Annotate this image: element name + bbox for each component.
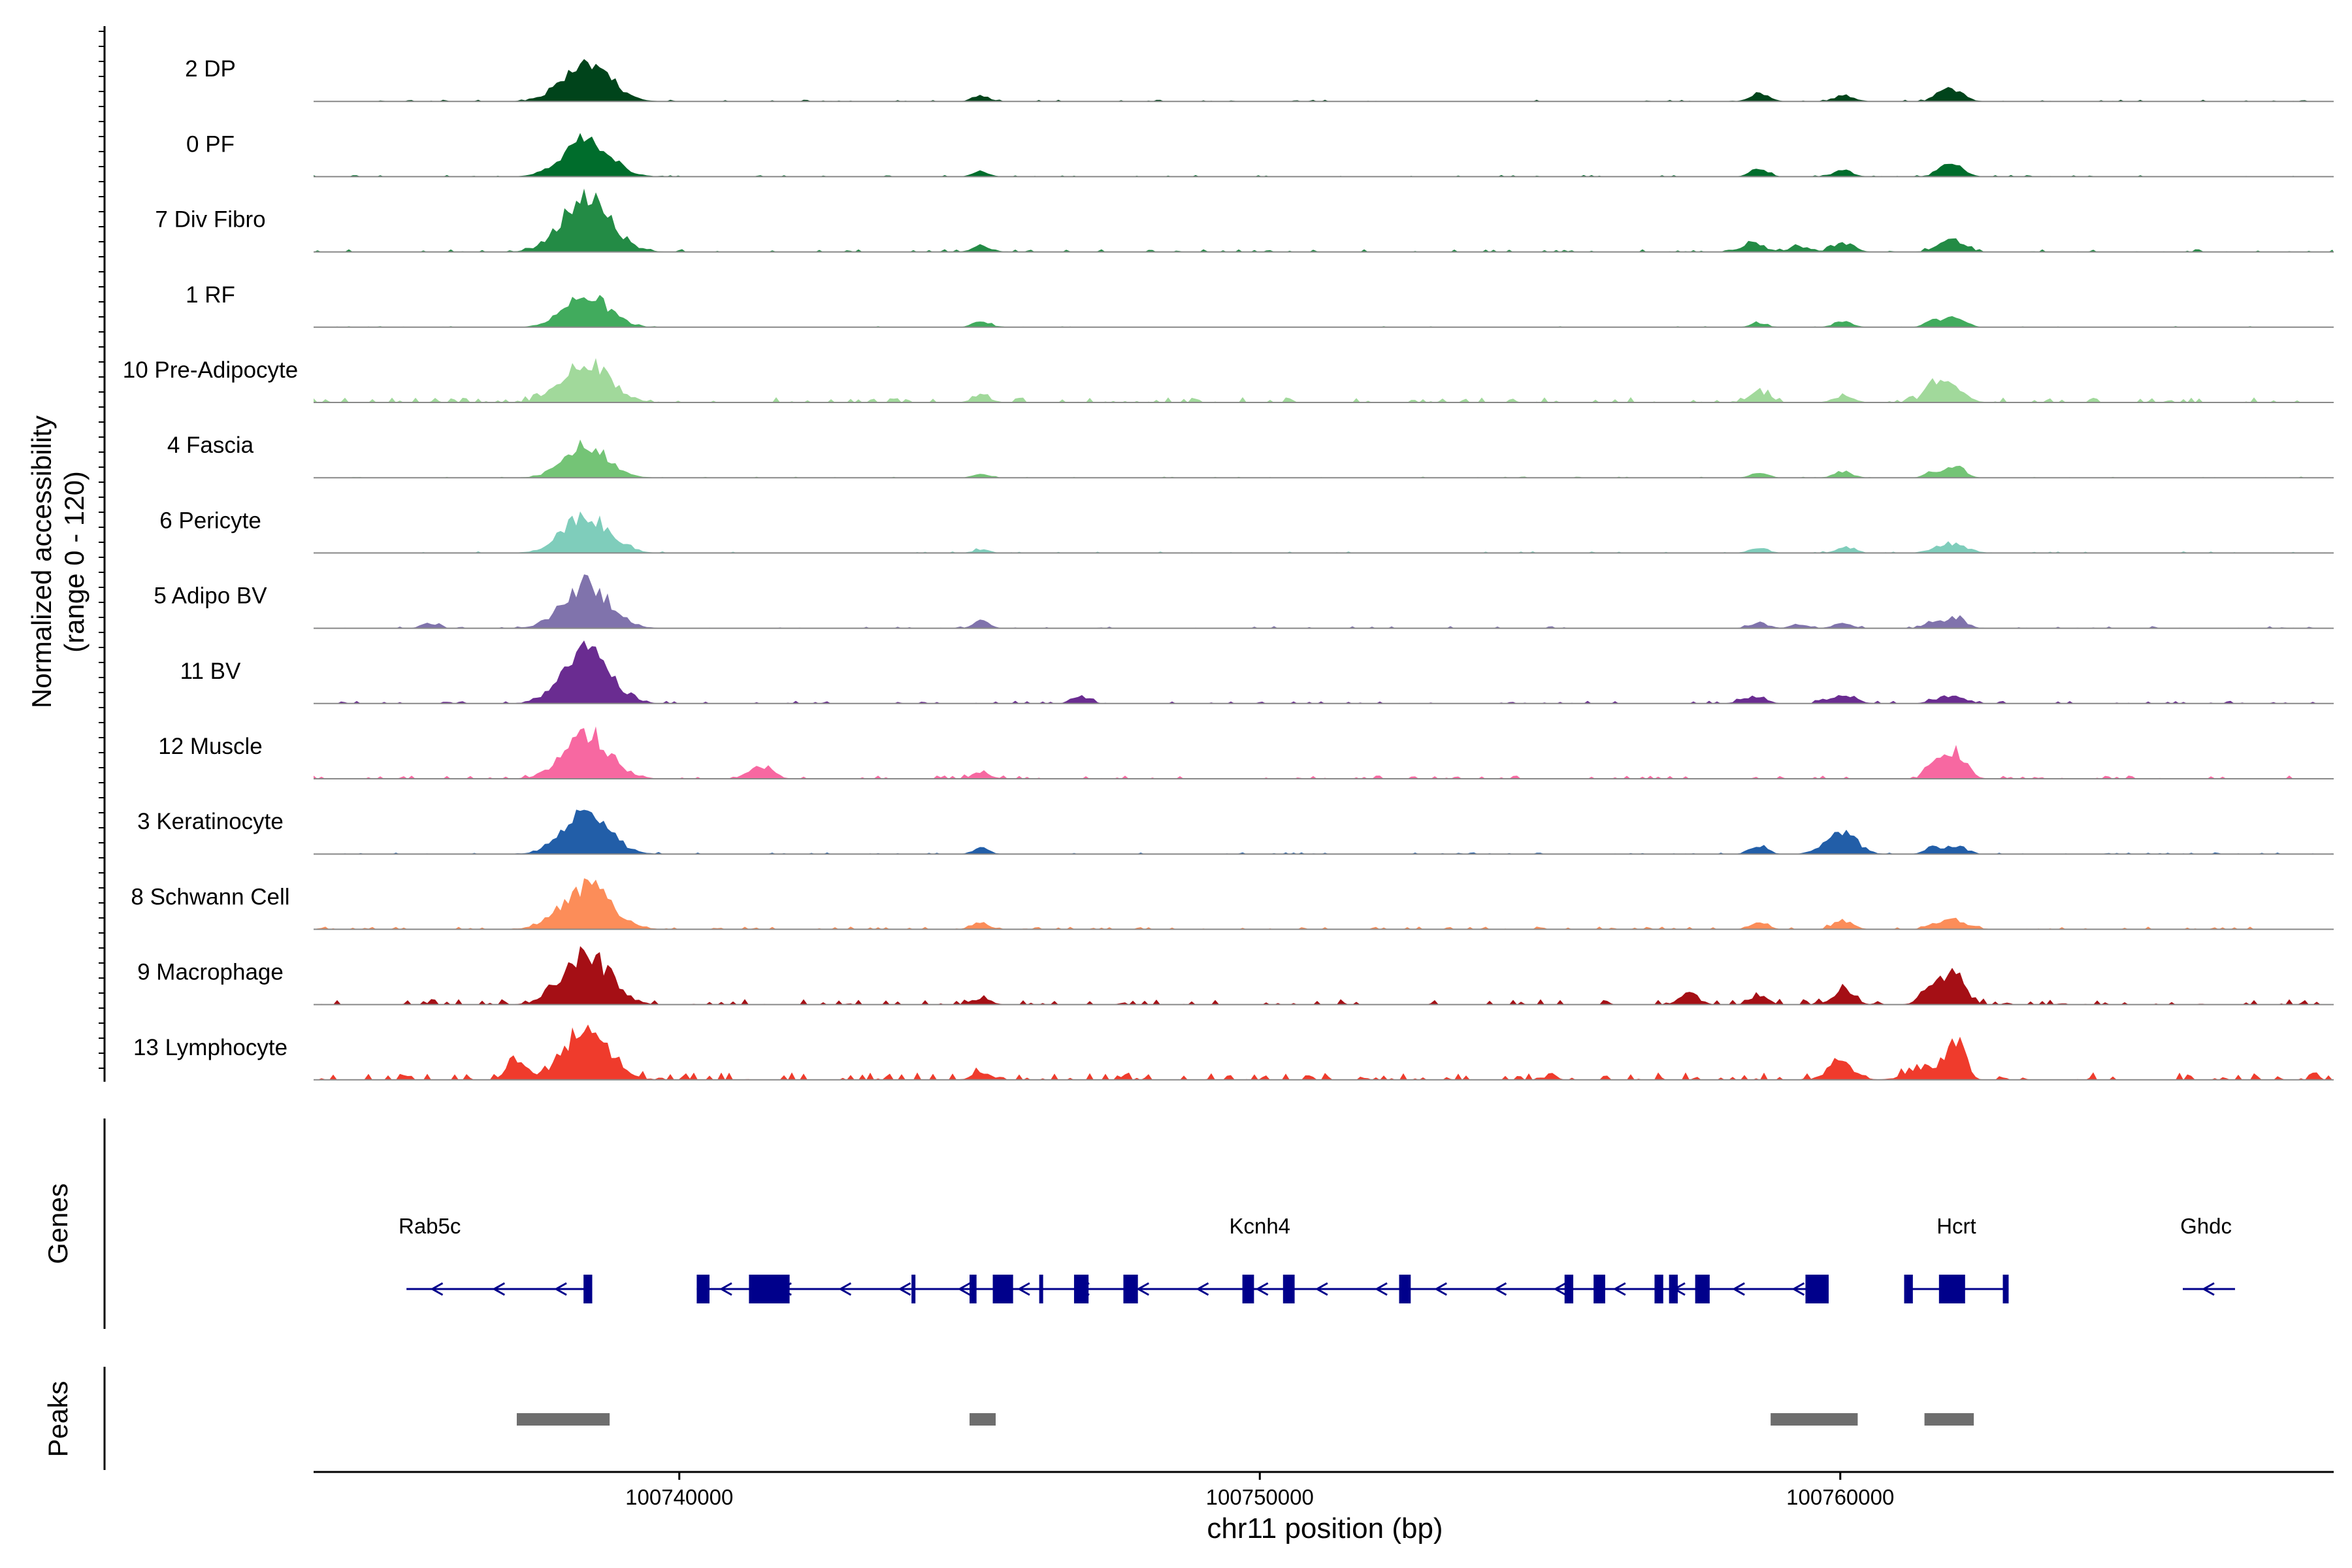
track-labels: 2 DP 0 PF 7 Div Fibro 1 RF 10 Pre-Adipocyte 4…: [123, 56, 298, 1060]
strand-arrow: [1255, 1282, 1269, 1296]
strand-arrow: [838, 1282, 852, 1296]
exon-Kcnh4: [1669, 1275, 1678, 1303]
track-label-8: 5 Adipo BV: [154, 583, 267, 609]
gene-label-Rab5c: Rab5c: [399, 1214, 461, 1238]
coverage-area-2: [314, 133, 2334, 177]
coverage-area-14: [314, 1024, 2334, 1080]
x-axis-title: chr11 position (bp): [1207, 1512, 1443, 1544]
strand-arrow: [1017, 1282, 1030, 1296]
coverage-area-11: [314, 809, 2334, 855]
track-label-11: 3 Keratinocyte: [137, 809, 284, 834]
strand-arrow: [1136, 1282, 1150, 1296]
exon-Kcnh4: [1593, 1275, 1605, 1303]
exon-Kcnh4: [970, 1275, 977, 1303]
exon-Kcnh4: [1039, 1275, 1043, 1303]
exon-Hcrt: [1938, 1275, 1965, 1303]
exon-Kcnh4: [1564, 1275, 1574, 1303]
track-label-2: 0 PF: [186, 131, 235, 157]
exon-Kcnh4: [696, 1275, 710, 1303]
gene-label-Hcrt: Hcrt: [1936, 1214, 1976, 1238]
strand-arrow: [1494, 1282, 1507, 1296]
exon-Kcnh4: [1805, 1275, 1829, 1303]
strand-arrow: [430, 1282, 444, 1296]
y-axis-title-line2: (range 0 - 120): [59, 471, 90, 653]
strand-arrow: [492, 1282, 506, 1296]
exon-Kcnh4: [1695, 1275, 1710, 1303]
y-axis-title-line1: Normalized accessibility: [26, 416, 57, 708]
exon-Kcnh4: [992, 1275, 1013, 1303]
strand-arrow: [1553, 1282, 1567, 1296]
strand-arrow: [1375, 1282, 1388, 1296]
coverage-area-12: [314, 878, 2334, 930]
track-label-14: 13 Lymphocyte: [133, 1035, 287, 1060]
peak-region-3: [1771, 1413, 1858, 1426]
track-label-1: 2 DP: [185, 56, 236, 82]
exon-Hcrt: [2002, 1275, 2009, 1303]
coverage-area-7: [314, 511, 2334, 553]
coverage-area-6: [314, 439, 2334, 478]
exon-Rab5c: [583, 1275, 593, 1303]
coverage-area-1: [314, 59, 2334, 102]
strand-arrow: [1315, 1282, 1328, 1296]
strand-arrow: [1196, 1282, 1209, 1296]
exon-Kcnh4: [1399, 1275, 1411, 1303]
track-label-9: 11 BV: [180, 659, 241, 684]
strand-arrow: [1732, 1282, 1745, 1296]
strand-arrow: [1434, 1282, 1448, 1296]
gene-label-Kcnh4: Kcnh4: [1229, 1214, 1290, 1238]
track-label-4: 1 RF: [186, 282, 235, 308]
x-axis: 100740000 100750000 100760000: [625, 1472, 1894, 1509]
exon-Kcnh4: [911, 1275, 916, 1303]
coverage-area-4: [314, 295, 2334, 327]
track-label-12: 8 Schwann Cell: [131, 884, 289, 909]
coverage-y-axis: [99, 26, 106, 1082]
track-label-5: 10 Pre-Adipocyte: [123, 357, 298, 383]
gene-label-Ghdc: Ghdc: [2180, 1214, 2232, 1238]
peaks-panel-title: Peaks: [42, 1381, 73, 1458]
exon-Kcnh4: [749, 1275, 790, 1303]
track-label-13: 9 Macrophage: [137, 960, 284, 985]
track-label-6: 4 Fascia: [167, 433, 254, 458]
coverage-tracks: [314, 59, 2334, 1081]
peak-region-4: [1924, 1413, 1974, 1426]
x-tick-label: 100760000: [1786, 1485, 1894, 1509]
exon-Kcnh4: [1123, 1275, 1138, 1303]
exon-Kcnh4: [1073, 1275, 1089, 1303]
coverage-area-13: [314, 946, 2334, 1005]
coverage-area-3: [314, 188, 2334, 252]
coverage-area-9: [314, 640, 2334, 704]
exon-Hcrt: [1904, 1275, 1913, 1303]
exon-Kcnh4: [1654, 1275, 1663, 1303]
coverage-area-10: [314, 726, 2334, 779]
peak-track: [516, 1413, 1974, 1426]
strand-arrow: [898, 1282, 911, 1296]
track-label-3: 7 Div Fibro: [155, 207, 265, 233]
strand-arrow: [957, 1282, 971, 1296]
strand-arrow: [719, 1282, 732, 1296]
gene-track: Rab5c Kcnh4 Hcrt Ghdc: [399, 1214, 2235, 1303]
track-label-10: 12 Muscle: [158, 734, 263, 759]
coverage-area-5: [314, 358, 2334, 402]
coverage-area-8: [314, 574, 2334, 629]
exon-Kcnh4: [1282, 1275, 1295, 1303]
strand-arrow: [1791, 1282, 1805, 1296]
peak-region-2: [970, 1413, 996, 1426]
track-label-7: 6 Pericyte: [159, 508, 261, 533]
strand-arrow: [554, 1282, 567, 1296]
strand-arrow: [1612, 1282, 1626, 1296]
x-tick-label: 100740000: [625, 1485, 733, 1509]
strand-arrow: [2201, 1282, 2215, 1296]
exon-Kcnh4: [1242, 1275, 1254, 1303]
genes-panel-title: Genes: [42, 1183, 73, 1264]
peak-region-1: [516, 1413, 610, 1426]
x-tick-label: 100750000: [1206, 1485, 1314, 1509]
